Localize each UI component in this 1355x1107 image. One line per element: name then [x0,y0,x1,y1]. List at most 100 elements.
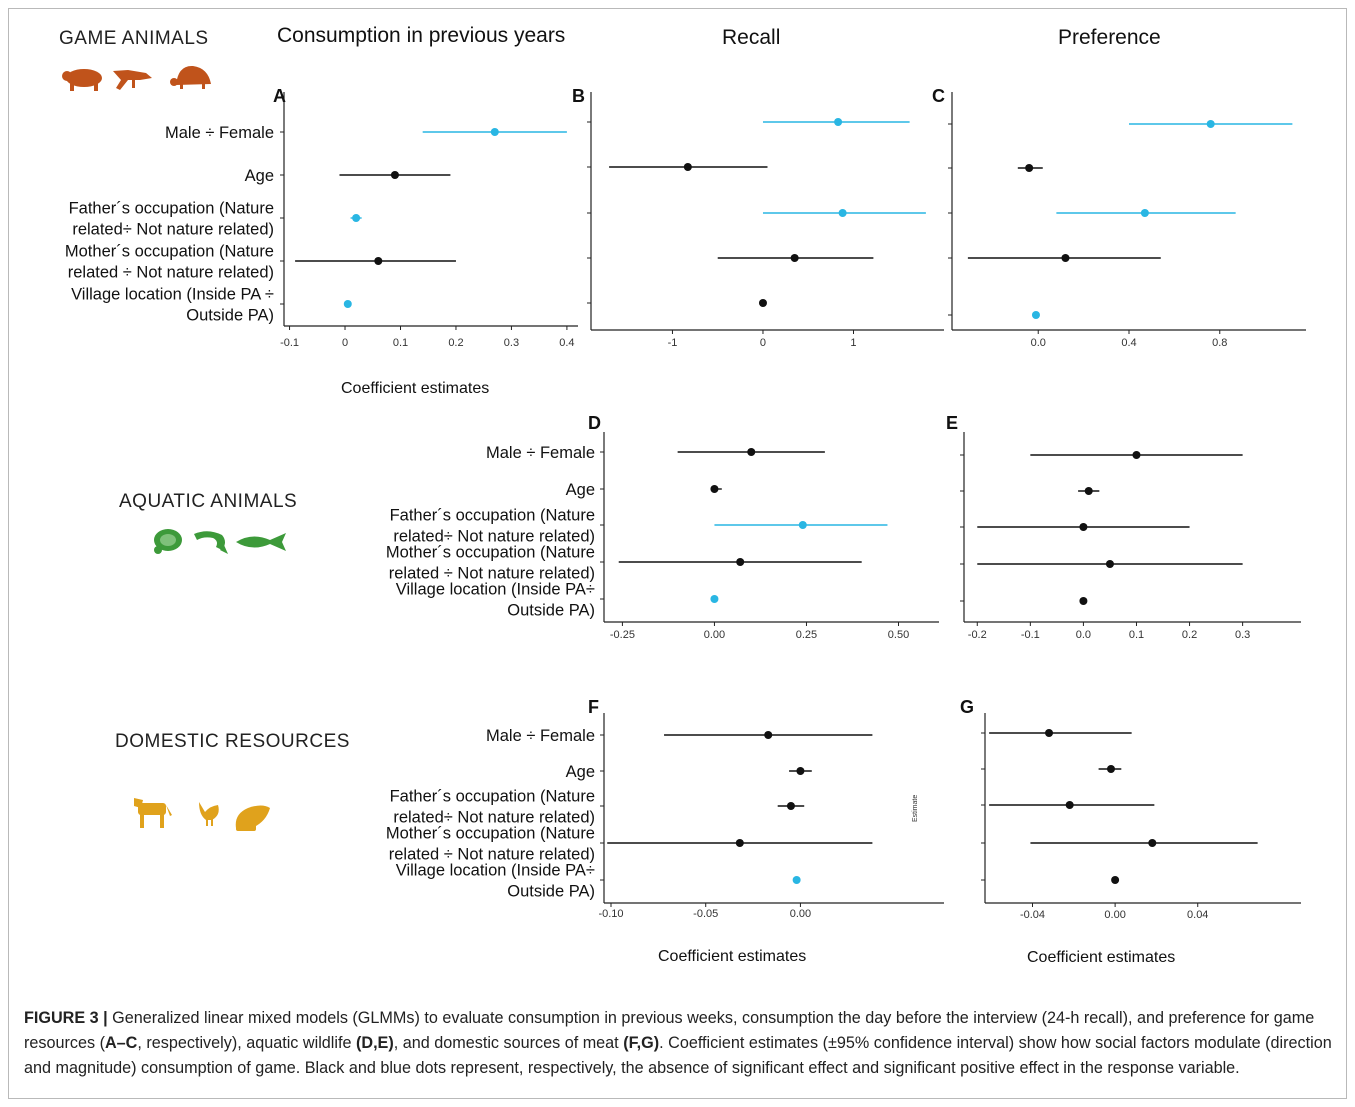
turtle-icon [154,529,182,554]
x-tick-label: 1 [850,337,856,349]
x-tick-label: 0.00 [1104,909,1125,921]
panel-a: A-0.1 0 0.1 0.2 0.3 0.4Male ÷ FemaleAgeFather… [65,86,578,349]
figure-caption: FIGURE 3 | Generalized linear mixed mode… [24,1006,1340,1081]
row-label: Father´s occupation (Nature [69,200,274,218]
x-tick-label: -0.1 [280,337,299,349]
coefficient-point [1132,451,1140,459]
caption-text-3: , and domestic sources of meat [394,1034,623,1052]
row-label: Father´s occupation (Nature [390,507,595,525]
coefficient-point [1045,729,1053,737]
row-label: Male ÷ Female [486,727,595,745]
x-tick-label: 0 [760,337,766,349]
panel-c: C 0.0 0.4 0.8 [932,86,1306,349]
estimate-side-label: Estimate [912,795,919,822]
x-tick-label: 0.2 [1182,629,1197,641]
coefficient-point [747,448,755,456]
coefficient-point [344,300,352,308]
x-tick-label: -1 [668,337,678,349]
coefficient-point [1111,876,1119,884]
x-tick-label: 0.2 [448,337,463,349]
coefficient-point [799,521,807,529]
x-tick-label: 0.25 [796,629,817,641]
coefficient-point [764,731,772,739]
panel-d: D -0.25 0.00 0.25 0.50 Male ÷ Female Age Father… [386,413,939,641]
coefficient-point [787,802,795,810]
meat-cut-icon [236,806,270,832]
coefficient-point [374,257,382,265]
panel-label: C [932,86,945,106]
coefficient-point [839,209,847,217]
column-title-recall: Recall [722,26,780,49]
caption-prefix: FIGURE 3 | [24,1009,108,1027]
row-label: Male ÷ Female [486,444,595,462]
x-tick-label: -0.25 [610,629,635,641]
panel-label: B [572,86,585,106]
coefficient-point [1148,839,1156,847]
x-tick-label: 0.1 [393,337,408,349]
x-tick-label: 0.04 [1187,909,1208,921]
x-tick-label: -0.2 [968,629,987,641]
coefficient-point [759,299,767,307]
panel-f: F-0.10 -0.05 0.00Male ÷ FemaleAgeFather´s … [386,697,944,920]
coefficient-point [352,214,360,222]
panel-label: F [588,697,599,717]
shrimp-icon [194,531,228,554]
coefficient-point [684,163,692,171]
chicken-icon [199,802,219,826]
coefficient-point [391,171,399,179]
x-tick-label: -0.10 [598,908,623,920]
coefficient-point [1025,164,1033,172]
row-label: Age [566,481,595,499]
x-tick-label: -0.04 [1020,909,1045,921]
coefficient-point [1107,765,1115,773]
row-label: Mother´s occupation (Nature [386,825,595,843]
axis-title-domestic-g: Coefficient estimates [1027,949,1175,966]
panel-label: G [960,697,974,717]
coefficient-point [1207,120,1215,128]
axis-title-domestic-f: Coefficient estimates [658,948,806,965]
fish-icon [236,533,286,551]
row-label: Father´s occupation (Nature [390,788,595,806]
x-tick-label: 0.4 [559,337,574,349]
caption-text-2: , respectively), aquatic wildlife [137,1034,356,1052]
row-label: related ÷ Not nature related) [68,264,274,282]
coefficient-point [1066,801,1074,809]
caiman-icon [113,70,152,90]
panel-b: B -1 0 1 [572,86,944,349]
column-title-preference: Preference [1058,26,1161,49]
x-tick-label: 0.50 [888,629,909,641]
x-tick-label: 0.00 [704,629,725,641]
caption-bold-3: (F,G) [623,1034,659,1052]
row-label: Outside PA) [507,883,595,901]
panel-label: D [588,413,601,433]
coefficient-point [1085,487,1093,495]
x-tick-label: -0.1 [1021,629,1040,641]
x-tick-label: 0 [342,337,348,349]
panel-e: E -0.2 -0.1 0.0 0.1 0.2 0.3 [946,413,1301,641]
coefficient-point [1061,254,1069,262]
coefficient-point [793,876,801,884]
row-label: Mother´s occupation (Nature [65,243,274,261]
armadillo-icon [170,66,211,89]
panel-label: E [946,413,958,433]
figure-canvas: GAME ANIMALS AQUATIC ANIMALS DOMESTIC RE… [0,0,1355,1000]
x-tick-label: 0.00 [790,908,811,920]
row-label: related÷ Not nature related) [72,221,274,239]
coefficient-point [710,485,718,493]
coefficient-point [1079,597,1087,605]
row-label: Village location (Inside PA÷ [396,862,595,880]
coefficient-point [710,595,718,603]
axis-title-game: Coefficient estimates [341,380,489,397]
caption-bold-2: (D,E) [356,1034,394,1052]
coefficient-point [1106,560,1114,568]
row-label: Outside PA) [507,602,595,620]
column-title-consumption: Consumption in previous years [277,24,565,47]
section-title-game: GAME ANIMALS [59,28,209,49]
row-label: Age [245,167,274,185]
coefficient-point [1032,311,1040,319]
coefficient-point [1079,523,1087,531]
panel-g: G -0.04 0.00 0.04 [960,697,1301,921]
x-tick-label: 0.3 [1235,629,1250,641]
row-label: Village location (Inside PA÷ [396,581,595,599]
coefficient-point [736,839,744,847]
